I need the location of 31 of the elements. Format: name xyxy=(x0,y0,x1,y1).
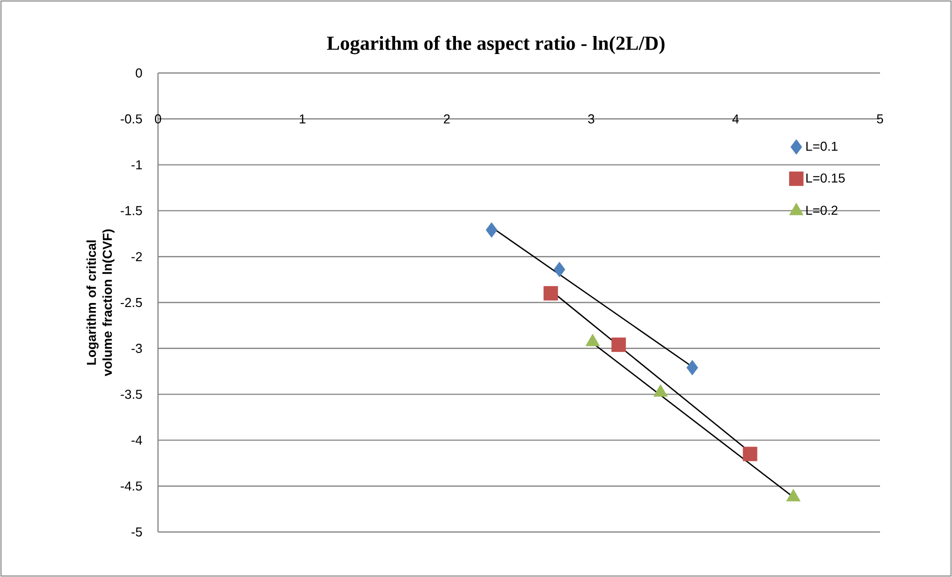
point xyxy=(586,334,600,346)
y-tick-label: -4.5 xyxy=(120,482,142,491)
x-tick-label: 3 xyxy=(588,114,594,124)
legend-label: L=0.15 xyxy=(806,173,845,183)
point xyxy=(544,286,558,301)
point xyxy=(653,384,668,397)
y-tick-label: -0.5 xyxy=(120,114,142,124)
x-tick-label: 0 xyxy=(154,114,162,124)
x-tick-label: 2 xyxy=(444,114,450,124)
legend-label: L=0.1 xyxy=(806,142,838,151)
y-tick-label: -3.5 xyxy=(120,390,142,399)
y-tick-label: 0 xyxy=(136,68,142,78)
point xyxy=(554,262,566,278)
y-tick-label: -5 xyxy=(132,527,142,537)
x-tick-label: 4 xyxy=(732,114,739,124)
point xyxy=(742,446,758,462)
point xyxy=(686,360,698,376)
y-tick-label: -1 xyxy=(132,160,142,170)
y-tick-label: -2.5 xyxy=(120,298,142,308)
point xyxy=(486,222,498,238)
y-tick-label: -2 xyxy=(132,252,142,262)
y-tick-label: -4 xyxy=(132,436,142,445)
y-axis-title: Logarithm of critical volume fraction ln(CVF) xyxy=(86,229,114,376)
x-tick-label: 5 xyxy=(876,114,884,124)
x-tick-label: 1 xyxy=(300,114,306,124)
legend-label: L=0.2 xyxy=(806,206,838,215)
point xyxy=(786,488,800,502)
point xyxy=(611,338,626,352)
chart-title: Logarithm of the aspect ratio - ln(2L/D) xyxy=(327,36,664,54)
y-tick-label: -1.5 xyxy=(120,206,142,216)
y-tick-label: -3 xyxy=(132,344,142,353)
